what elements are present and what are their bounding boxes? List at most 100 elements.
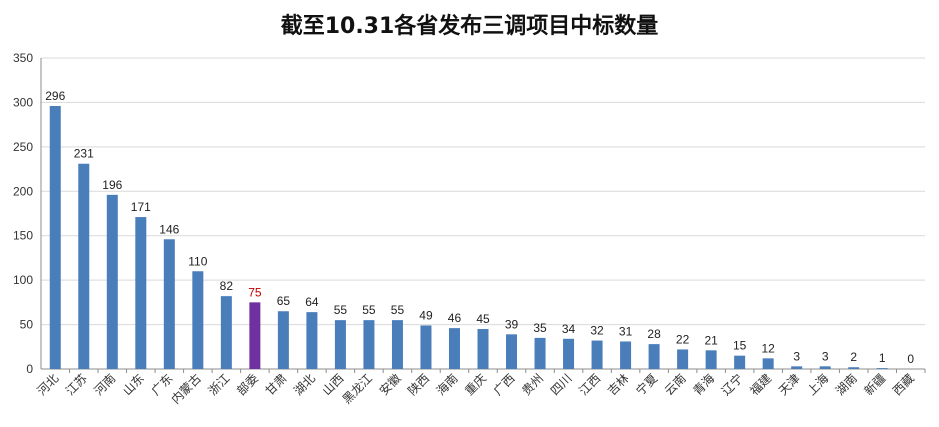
x-tick-label-天津: 天津 [776, 371, 803, 398]
bar-新疆 [876, 368, 888, 369]
bar-四川 [563, 338, 575, 369]
y-tick-label: 250 [13, 140, 33, 154]
x-tick-label-辽宁: 辽宁 [718, 371, 746, 399]
data-label-江西: 32 [590, 324, 604, 338]
x-tick-label-福建: 福建 [747, 371, 775, 399]
data-label-河南: 196 [102, 178, 122, 192]
bar-内蒙古 [192, 271, 204, 369]
x-tick-label-青海: 青海 [690, 371, 718, 399]
y-tick-label: 350 [13, 51, 33, 65]
data-label-江苏: 231 [74, 147, 94, 161]
bar-广西 [506, 334, 518, 369]
y-tick-label: 50 [20, 318, 34, 332]
data-label-广西: 39 [505, 317, 519, 331]
bar-湖北 [306, 312, 318, 369]
data-label-云南: 22 [676, 332, 690, 346]
bar-浙江 [220, 296, 232, 369]
bar-甘肃 [277, 311, 289, 369]
x-tick-label-宁夏: 宁夏 [633, 371, 661, 399]
x-tick-label-山东: 山东 [120, 371, 147, 398]
data-label-宁夏: 28 [647, 327, 661, 341]
x-tick-label-江西: 江西 [576, 371, 603, 398]
data-label-辽宁: 15 [733, 339, 747, 353]
data-label-青海: 21 [704, 333, 718, 347]
bar-河北 [49, 105, 61, 370]
bar-吉林 [620, 341, 632, 369]
data-label-部委: 75 [248, 285, 262, 299]
x-tick-label-河南: 河南 [91, 371, 119, 399]
bars-layer [49, 105, 888, 370]
x-tick-label-重庆: 重庆 [462, 371, 489, 398]
data-label-上海: 3 [822, 349, 829, 363]
data-label-福建: 12 [761, 341, 775, 355]
data-label-安徽: 55 [391, 303, 405, 317]
bar-海南 [448, 328, 460, 369]
data-label-贵州: 35 [533, 321, 547, 335]
bar-江苏 [78, 163, 90, 369]
bar-河南 [106, 194, 118, 369]
data-label-浙江: 82 [220, 279, 234, 293]
bar-天津 [791, 366, 803, 369]
x-tick-label-贵州: 贵州 [519, 371, 546, 398]
x-tick-label-湖南: 湖南 [832, 371, 860, 399]
grid-layer [40, 57, 926, 373]
x-tick-label-浙江: 浙江 [206, 371, 233, 398]
x-tick-label-四川: 四川 [548, 371, 575, 398]
y-tick-label: 100 [13, 273, 33, 287]
bar-山西 [334, 320, 346, 369]
data-label-黑龙江: 55 [362, 303, 376, 317]
data-label-内蒙古: 110 [188, 254, 207, 268]
labels-layer: 050100150200250300350296河北231江苏196河南171山… [13, 51, 917, 407]
bar-青海 [705, 350, 717, 369]
bar-上海 [819, 366, 831, 369]
x-tick-label-湖北: 湖北 [290, 371, 318, 399]
bar-陕西 [420, 325, 432, 369]
x-tick-label-新疆: 新疆 [861, 371, 889, 399]
x-tick-label-内蒙古: 内蒙古 [168, 371, 204, 407]
data-label-吉林: 31 [619, 324, 633, 338]
x-tick-label-河北: 河北 [34, 371, 61, 398]
x-tick-label-广西: 广西 [491, 371, 518, 398]
bar-重庆 [477, 329, 489, 369]
data-label-湖北: 64 [305, 295, 319, 309]
data-label-湖南: 2 [850, 350, 857, 364]
data-label-重庆: 45 [476, 312, 490, 326]
x-tick-label-黑龙江: 黑龙江 [340, 371, 375, 406]
bar-黑龙江 [363, 320, 375, 369]
bar-贵州 [534, 337, 546, 369]
data-label-广东: 146 [159, 222, 179, 236]
data-label-天津: 3 [793, 349, 800, 363]
x-tick-label-吉林: 吉林 [605, 371, 632, 398]
bar-山东 [135, 217, 147, 369]
y-tick-label: 0 [26, 362, 33, 376]
x-tick-label-海南: 海南 [433, 371, 461, 399]
bar-广东 [163, 239, 175, 369]
bar-湖南 [848, 367, 860, 369]
x-tick-label-陕西: 陕西 [405, 371, 433, 399]
data-label-四川: 34 [562, 322, 576, 336]
x-tick-label-甘肃: 甘肃 [263, 371, 290, 398]
y-tick-label: 300 [13, 95, 33, 109]
bar-江西 [591, 340, 603, 369]
data-label-山西: 55 [334, 303, 348, 317]
data-label-山东: 171 [131, 200, 151, 214]
data-label-甘肃: 65 [277, 294, 291, 308]
bar-安徽 [391, 320, 403, 369]
data-label-河北: 296 [45, 89, 65, 103]
y-tick-label: 150 [13, 229, 33, 243]
data-label-西藏: 0 [907, 352, 914, 366]
data-label-海南: 46 [448, 311, 462, 325]
chart-title: 截至10.31各省发布三调项目中标数量 [280, 14, 659, 39]
data-label-新疆: 1 [879, 351, 886, 365]
x-tick-label-江苏: 江苏 [63, 371, 90, 398]
x-tick-label-云南: 云南 [661, 371, 689, 399]
x-tick-label-部委: 部委 [233, 371, 261, 399]
y-tick-label: 200 [13, 184, 33, 198]
x-tick-label-西藏: 西藏 [890, 371, 917, 398]
x-tick-label-安徽: 安徽 [376, 371, 404, 399]
bar-宁夏 [648, 344, 660, 369]
bar-部委 [249, 302, 261, 369]
bar-云南 [677, 349, 689, 369]
x-tick-label-上海: 上海 [804, 371, 832, 399]
